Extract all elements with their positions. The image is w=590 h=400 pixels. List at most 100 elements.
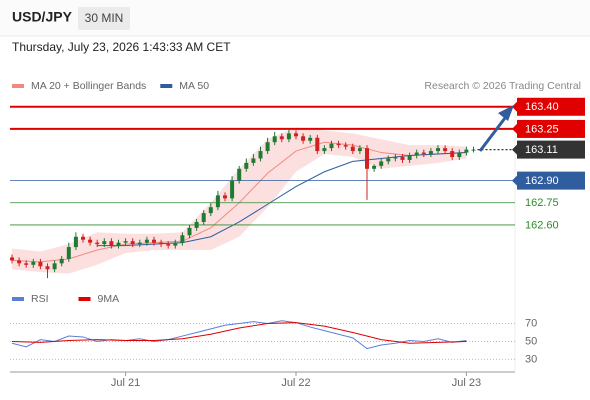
price-label: 163.25 xyxy=(525,123,559,135)
moving-average-line xyxy=(97,152,467,247)
candle-body xyxy=(159,242,164,245)
candle-body xyxy=(180,235,185,243)
candle-body xyxy=(365,148,369,169)
legend-label: 9MA xyxy=(98,293,120,305)
candle-body xyxy=(322,148,327,152)
projection-arrow-head xyxy=(498,105,514,121)
price-label-pointer xyxy=(512,144,517,155)
candle-body xyxy=(393,156,398,159)
candle-body xyxy=(166,244,171,246)
candle-body xyxy=(414,152,419,156)
candle-body xyxy=(251,158,256,163)
price-label-box xyxy=(517,97,585,116)
price-label-box xyxy=(517,140,585,159)
y-tick-label: 70 xyxy=(525,317,537,329)
candle-body xyxy=(357,148,362,152)
candle-body xyxy=(421,152,426,155)
candle-body xyxy=(215,195,220,208)
candle-body xyxy=(386,158,391,162)
candle-body xyxy=(173,242,178,246)
legend-swatch xyxy=(12,297,24,301)
candle-body xyxy=(152,239,156,243)
candle-body xyxy=(279,136,284,140)
legend-swatch xyxy=(78,297,91,301)
candle-body xyxy=(194,221,199,228)
candle-body xyxy=(38,261,43,267)
candle-body xyxy=(443,148,448,152)
legend-label: MA 50 xyxy=(179,80,209,92)
price-label: 162.90 xyxy=(525,175,559,187)
candle-body xyxy=(109,241,114,246)
price-label-pointer xyxy=(512,123,517,134)
candle-body xyxy=(272,136,277,143)
candle-body xyxy=(244,162,249,169)
candle-body xyxy=(88,239,93,243)
candle-body xyxy=(31,261,36,265)
candle-body xyxy=(208,207,213,214)
x-tick-label: Jul 22 xyxy=(281,377,310,389)
candle-body xyxy=(265,142,270,152)
candle-body xyxy=(372,165,377,169)
candle-body xyxy=(17,260,22,264)
price-label: 162.75 xyxy=(525,197,559,209)
projection-arrow xyxy=(478,117,507,152)
price-label-box xyxy=(517,171,585,190)
candle-body xyxy=(95,242,100,245)
price-label-pointer xyxy=(512,101,517,112)
candle-body xyxy=(450,151,455,157)
credit: Research © 2026 Trading Central xyxy=(424,80,581,92)
candle-body xyxy=(66,247,71,259)
price-label-pointer xyxy=(512,175,517,186)
interval: 30 MIN xyxy=(85,11,124,25)
price-label: 163.40 xyxy=(525,101,559,113)
candle-body xyxy=(52,263,57,270)
indicator-line xyxy=(11,322,467,344)
bollinger-band xyxy=(12,127,467,274)
candle-body xyxy=(81,236,85,240)
legend-label: MA 20 + Bollinger Bands xyxy=(31,80,146,92)
candle-body xyxy=(286,133,291,140)
candle-body xyxy=(237,168,242,181)
x-tick-label: Jul 21 xyxy=(111,377,140,389)
legend-swatch xyxy=(160,84,173,88)
candle-body xyxy=(59,258,64,264)
legend-label: RSI xyxy=(31,293,49,305)
candle-body xyxy=(258,151,263,159)
interval-button[interactable] xyxy=(78,7,130,30)
candle-body xyxy=(329,143,334,149)
candle-body xyxy=(379,161,384,166)
candle-body xyxy=(73,236,78,248)
candle-body xyxy=(24,263,29,265)
price-label: 163.11 xyxy=(525,144,558,156)
candle-body xyxy=(187,227,192,236)
candle-body xyxy=(137,242,142,245)
candle-body xyxy=(294,133,298,137)
plot: 163.40 163.25 163.11 162.90 162.75 162.60 Jul … xyxy=(10,80,585,389)
candle-body xyxy=(308,137,313,141)
candle-body xyxy=(230,180,235,199)
candle-body xyxy=(336,143,341,146)
candle-body xyxy=(464,149,469,153)
candle-body xyxy=(343,145,348,147)
indicator-line xyxy=(11,320,467,350)
candle-body xyxy=(428,151,433,155)
timestamp: Thursday, July 23, 2026 1:43:33 AM CET xyxy=(12,40,231,54)
y-tick-label: 30 xyxy=(525,353,537,365)
x-tick-label: Jul 23 xyxy=(452,377,481,389)
candle-body xyxy=(436,148,440,152)
candle-body xyxy=(301,136,306,141)
candle-body xyxy=(130,241,135,245)
candle-body xyxy=(10,257,14,261)
candle-body xyxy=(123,241,128,243)
candle-body xyxy=(116,242,121,246)
legend-swatch xyxy=(12,84,24,88)
candle-body xyxy=(102,241,107,245)
price-label-box xyxy=(517,119,585,138)
candle-body xyxy=(400,156,405,160)
candle-body xyxy=(144,239,149,243)
candle-body xyxy=(315,137,320,152)
candle-body xyxy=(407,155,412,160)
candle-body xyxy=(471,149,476,151)
y-tick-label: 50 xyxy=(525,335,537,347)
